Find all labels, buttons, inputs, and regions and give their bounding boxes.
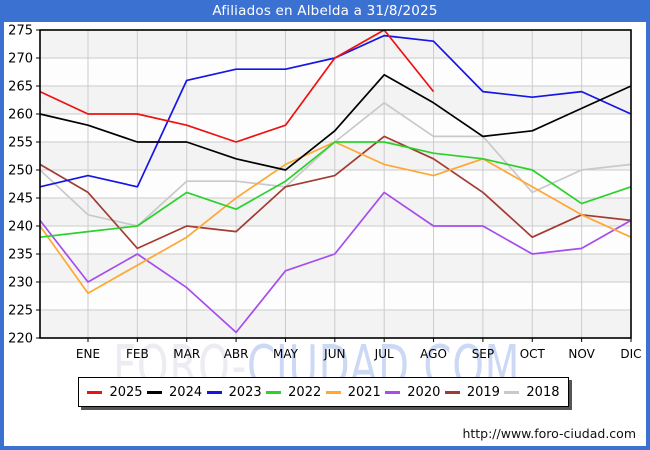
legend-item-2022: 2022 (266, 385, 321, 400)
x-tick-label: ENE (76, 347, 100, 361)
legend-item-2023: 2023 (206, 384, 262, 400)
legend-item-2019: 2019 (444, 384, 500, 400)
legend-label: 2020 (407, 384, 441, 400)
legend-item-2025: 2025 (87, 384, 143, 400)
legend-label: 2022 (288, 384, 322, 400)
plot-band (40, 198, 631, 226)
y-tick-label: 225 (8, 304, 33, 319)
legend-label: 2019 (466, 384, 500, 400)
legend-item-2024: 2024 (147, 385, 202, 400)
legend-dash-icon (504, 390, 520, 394)
plot-band (40, 310, 631, 338)
y-tick-label: 220 (8, 332, 33, 347)
legend-dash-icon (385, 390, 401, 394)
legend-label: 2024 (169, 384, 203, 400)
y-tick-label: 255 (8, 136, 33, 151)
plot-band (40, 114, 631, 142)
title-bar: Afiliados en Albelda a 31/8/2025 (0, 0, 650, 22)
x-tick-label: ABR (224, 347, 249, 361)
x-tick-label: NOV (568, 347, 595, 361)
x-tick-label: SEP (472, 347, 494, 361)
legend-dash-icon (87, 390, 103, 394)
legend-label: 2021 (347, 384, 381, 400)
legend-item-2018: 2018 (504, 384, 560, 400)
y-tick-label: 275 (8, 24, 33, 39)
x-tick-label: JUL (374, 347, 394, 361)
legend-dash-icon (444, 390, 460, 394)
plot-band (40, 58, 631, 86)
legend-item-2020: 2020 (385, 385, 440, 400)
plot-band (40, 282, 631, 310)
y-tick-label: 230 (8, 276, 33, 291)
plot-band (40, 30, 631, 58)
x-tick-label: MAY (273, 347, 299, 361)
y-tick-label: 270 (8, 52, 33, 67)
plot-band (40, 226, 631, 254)
legend-dash-icon (266, 390, 282, 394)
legend-dash-icon (206, 390, 222, 394)
y-tick-label: 260 (8, 108, 33, 123)
legend: 2025 2024 2023 2022 2021 2020 2019 2018 (78, 377, 569, 407)
x-tick-label: DIC (620, 347, 641, 361)
x-tick-label: MAR (173, 347, 200, 361)
series-line-2024 (39, 73, 632, 171)
y-tick-label: 245 (8, 192, 33, 207)
x-tick-label: JUN (323, 347, 345, 361)
y-tick-label: 235 (8, 248, 33, 263)
series-line-2019 (39, 135, 632, 250)
legend-dash-icon (147, 390, 163, 394)
x-tick-label: AGO (420, 347, 447, 361)
source-url: http://www.foro-ciudad.com (462, 426, 636, 441)
series-line-2020 (39, 191, 632, 334)
plot-band (40, 142, 631, 170)
legend-item-2021: 2021 (325, 384, 381, 400)
x-tick-label: FEB (126, 347, 149, 361)
legend-label: 2018 (526, 384, 560, 400)
x-tick-label: OCT (520, 347, 546, 361)
legend-label: 2025 (109, 384, 143, 400)
y-tick-label: 240 (8, 220, 33, 235)
legend-label: 2023 (228, 384, 262, 400)
plot-band (40, 86, 631, 114)
y-tick-label: 265 (8, 80, 33, 95)
plot-border (39, 29, 632, 339)
chart-title: Afiliados en Albelda a 31/8/2025 (212, 3, 438, 19)
series-line-2025 (39, 29, 435, 143)
y-tick-label: 250 (8, 164, 33, 179)
legend-dash-icon (325, 390, 341, 394)
series-line-2022 (39, 141, 632, 239)
